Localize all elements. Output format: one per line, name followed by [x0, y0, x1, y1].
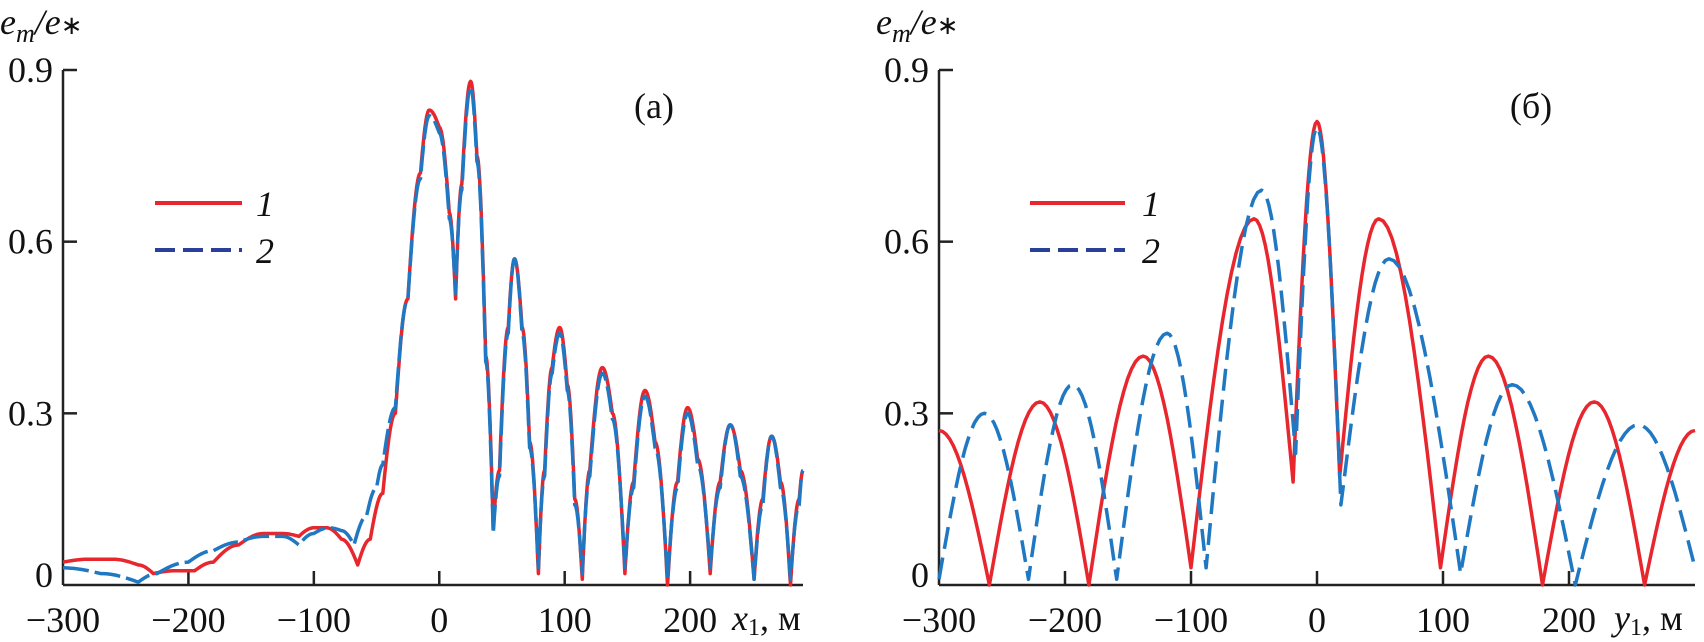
panel-b-ylabel: em/e∗ [876, 2, 959, 48]
legend-label-2: 2 [256, 231, 274, 271]
panel-b-axes: −300 −200 −100 0 100 200 0 0.3 0.6 0.9 [884, 50, 1695, 640]
y-tick-label: 0.3 [884, 393, 929, 433]
series-2-line [62, 85, 805, 584]
y-tick-label: 0 [35, 555, 53, 595]
x-tick-label: 0 [430, 600, 448, 640]
series-2-line [937, 125, 1697, 587]
y-tick-label: 0.9 [884, 50, 929, 90]
x-tick-label: 200 [663, 600, 717, 640]
legend-label-1: 1 [256, 184, 274, 224]
panel-b-legend: 1 2 [1030, 184, 1160, 271]
y-tick-label: 0.3 [8, 393, 53, 433]
y-tick-label: 0.9 [8, 50, 53, 90]
y-tick-label: 0.6 [8, 222, 53, 262]
x-tick-label: −200 [1028, 600, 1102, 640]
legend-label-2: 2 [1142, 231, 1160, 271]
x-tick-label: 100 [1416, 600, 1470, 640]
panel-b-xlabel: y1, м [1611, 598, 1683, 641]
panel-a-legend: 1 2 [155, 184, 274, 271]
x-tick-label: −100 [277, 600, 351, 640]
x-tick-label: −100 [1154, 600, 1228, 640]
panel-a-xlabel: x1, м [731, 598, 801, 641]
panel-a-axes: −300 −200 −100 0 100 200 0 0.3 0.6 0.9 [8, 50, 803, 640]
legend-label-1: 1 [1142, 184, 1160, 224]
panel-a-ylabel: em/e∗ [0, 2, 83, 48]
x-tick-label: −200 [151, 600, 225, 640]
y-tick-label: 0 [911, 555, 929, 595]
panel-b-curves [937, 119, 1697, 587]
series-1-line [62, 79, 805, 587]
panel-b-label: (б) [1510, 86, 1552, 126]
x-tick-label: −300 [26, 600, 100, 640]
series-1-line [938, 119, 1696, 587]
x-tick-label: 200 [1542, 600, 1596, 640]
y-tick-label: 0.6 [884, 222, 929, 262]
x-tick-label: −300 [902, 600, 976, 640]
x-tick-label: 100 [538, 600, 592, 640]
panel-a-label: (a) [634, 86, 674, 126]
panel-a-curves [62, 79, 805, 587]
x-tick-label: 0 [1308, 600, 1326, 640]
